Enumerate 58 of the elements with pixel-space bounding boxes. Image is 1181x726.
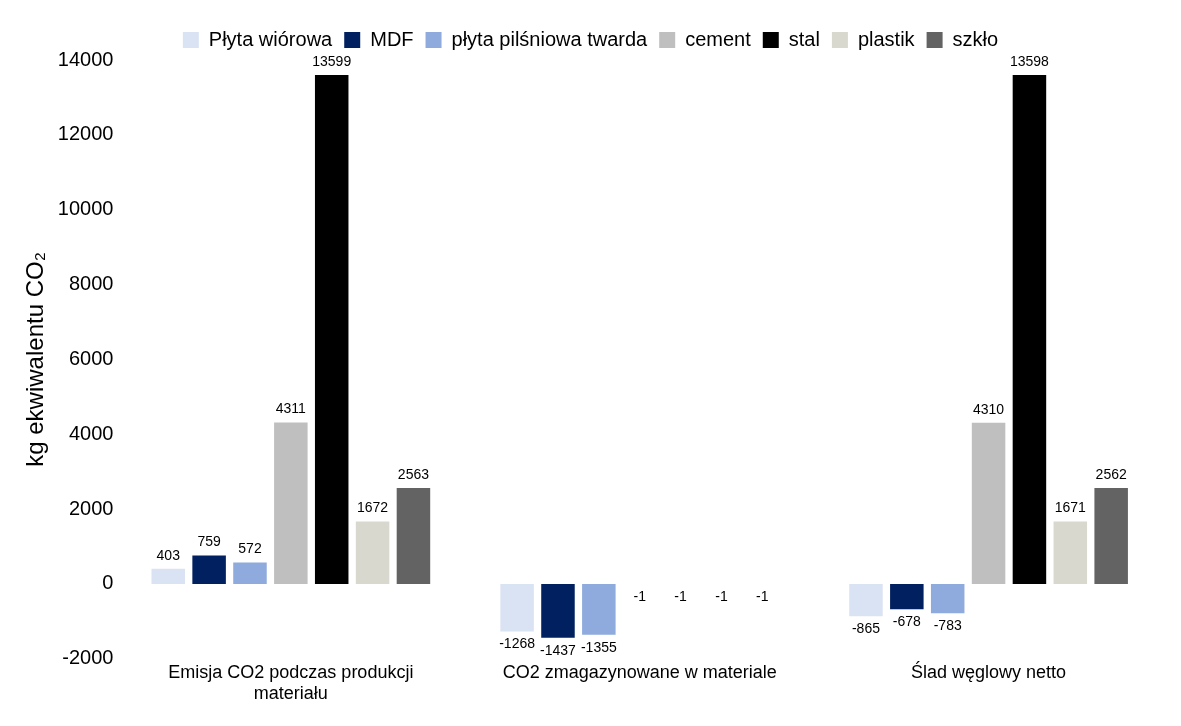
data-label: 4311: [275, 400, 307, 417]
bar: [1094, 488, 1128, 584]
data-label: 572: [238, 540, 262, 557]
legend-label: MDF: [370, 27, 414, 50]
data-label: -1: [633, 587, 647, 604]
x-tick-label: CO2 zmagazynowane w materiale: [502, 661, 777, 682]
y-axis-title: kg ekwiwalentu CO₂: [21, 252, 49, 467]
legend-label: płyta pilśniowa twarda: [451, 27, 649, 50]
data-label: -1268: [499, 635, 536, 652]
data-label: 2562: [1095, 465, 1127, 482]
legend-label: plastik: [857, 27, 916, 50]
y-tick-label: -2000: [62, 646, 114, 669]
bar: [541, 583, 575, 638]
legend-label: Płyta wiórowa: [208, 27, 334, 50]
bar: [971, 422, 1006, 584]
legend-label: szkło: [952, 27, 999, 50]
data-label: -865: [851, 620, 881, 637]
bar: [890, 583, 924, 610]
bar: [930, 583, 965, 614]
data-label: -1: [715, 587, 728, 604]
data-label: -678: [892, 613, 922, 630]
y-tick-label: 6000: [68, 346, 114, 369]
data-label: 1671: [1054, 499, 1087, 516]
bar: [1053, 521, 1088, 584]
y-tick-label: 4000: [68, 421, 114, 444]
data-label: 1672: [357, 499, 389, 516]
y-tick-label: 12000: [57, 122, 114, 145]
data-label: -1437: [540, 641, 577, 658]
data-label: -1: [674, 587, 688, 604]
legend-label: cement: [685, 27, 752, 50]
bar: [233, 562, 267, 584]
bar: [355, 521, 390, 584]
bar: [1012, 75, 1047, 584]
y-tick-label: 0: [102, 571, 114, 594]
bar: [274, 422, 308, 584]
data-label: 4310: [972, 400, 1005, 417]
x-tick-label: Ślad węglowy netto: [911, 660, 1067, 682]
data-label: -1355: [580, 638, 617, 655]
data-label: 2563: [397, 465, 430, 482]
data-label: 13599: [312, 52, 352, 69]
bar: [849, 583, 883, 617]
legend-label: stal: [788, 27, 820, 50]
data-label: -1: [756, 587, 769, 604]
bar: [396, 488, 431, 584]
bar: [582, 583, 616, 635]
bar: [192, 555, 226, 584]
x-tick-label: Emisja CO2 podczas produkcji materiału: [168, 661, 414, 704]
data-label: 759: [197, 533, 222, 550]
y-tick-label: 14000: [57, 47, 114, 70]
bar: [314, 75, 349, 584]
data-label: 13598: [1009, 52, 1050, 69]
y-tick-label: 10000: [57, 197, 114, 220]
data-label: -783: [933, 617, 962, 634]
bar: [500, 583, 534, 632]
y-tick-label: 8000: [68, 272, 114, 295]
data-label: 403: [156, 546, 181, 563]
bar: [151, 568, 185, 584]
y-tick-label: 2000: [68, 496, 114, 519]
